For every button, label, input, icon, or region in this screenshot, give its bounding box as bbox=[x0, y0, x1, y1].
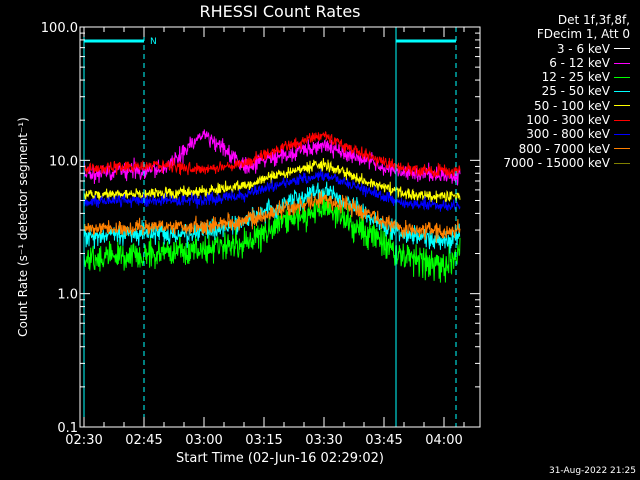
y-tick-label: 0.1 bbox=[57, 421, 78, 436]
legend-header-line-2: FDecim 1, Att 0 bbox=[536, 27, 630, 42]
legend-swatch bbox=[614, 62, 630, 64]
legend-item: 100 - 300 keV bbox=[503, 113, 630, 127]
legend-label: 6 - 12 keV bbox=[549, 55, 610, 70]
legend-label: 25 - 50 keV bbox=[541, 84, 610, 99]
legend: Det 1f,3f,8f, FDecim 1, Att 0 3 - 6 keV 6… bbox=[503, 13, 630, 170]
legend-swatch bbox=[614, 105, 630, 107]
legend-item: 800 - 7000 keV bbox=[503, 142, 630, 156]
attenuator-flag: N bbox=[150, 37, 157, 47]
timestamp: 31-Aug-2022 21:25 bbox=[548, 466, 636, 476]
x-tick-label: 03:45 bbox=[365, 433, 402, 448]
x-tick-label: 03:00 bbox=[185, 433, 222, 448]
axes: 100.0 10.0 1.0 0.102:30 02:45 03:00 03:15 03:30… bbox=[16, 21, 481, 466]
legend-swatch bbox=[614, 134, 630, 136]
legend-swatch bbox=[614, 91, 630, 93]
legend-item: 3 - 6 keV bbox=[503, 42, 630, 56]
x-axis-label: Start Time (02-Jun-16 02:29:02) bbox=[176, 451, 384, 466]
legend-item: 300 - 800 keV bbox=[503, 127, 630, 141]
legend-swatch bbox=[614, 76, 630, 78]
legend-item: 7000 - 15000 keV bbox=[503, 156, 630, 170]
x-tick-label: 03:15 bbox=[245, 433, 282, 448]
x-tick-label: 02:30 bbox=[65, 433, 102, 448]
y-tick-label: 10.0 bbox=[49, 154, 78, 169]
series-25-50kev bbox=[83, 181, 461, 254]
interval-overlay: N bbox=[83, 27, 457, 427]
x-tick-label: 02:45 bbox=[125, 433, 162, 448]
legend-label: 800 - 7000 keV bbox=[518, 141, 610, 156]
legend-swatch bbox=[614, 162, 630, 164]
plot-frame bbox=[79, 26, 481, 428]
chart-title: RHESSI Count Rates bbox=[199, 2, 361, 21]
legend-swatch bbox=[614, 48, 630, 50]
y-tick-label: 1.0 bbox=[57, 288, 78, 303]
series-layer bbox=[83, 129, 461, 291]
legend-label: 3 - 6 keV bbox=[556, 41, 610, 56]
y-axis-label: Count Rate (s⁻¹ detector segment⁻¹) bbox=[16, 117, 30, 337]
legend-label: 100 - 300 keV bbox=[526, 113, 610, 128]
legend-item: 6 - 12 keV bbox=[503, 56, 630, 70]
legend-label: 12 - 25 keV bbox=[541, 70, 610, 85]
legend-item: 12 - 25 keV bbox=[503, 70, 630, 84]
legend-label: 300 - 800 keV bbox=[526, 127, 610, 142]
legend-label: 7000 - 15000 keV bbox=[503, 155, 610, 170]
y-tick-label: 100.0 bbox=[41, 21, 78, 36]
x-tick-label: 03:30 bbox=[305, 433, 342, 448]
legend-swatch bbox=[614, 119, 630, 121]
legend-header-line-1: Det 1f,3f,8f, bbox=[557, 13, 630, 27]
legend-swatch bbox=[614, 148, 630, 150]
series-12-25kev bbox=[83, 191, 461, 283]
series-300-800kev bbox=[83, 168, 461, 212]
x-tick-label: 04:00 bbox=[425, 433, 462, 448]
series-800-7000kev bbox=[83, 190, 461, 244]
legend-item: 50 - 100 keV bbox=[503, 99, 630, 113]
legend-item: 25 - 50 keV bbox=[503, 84, 630, 98]
series-100-300kev bbox=[83, 131, 461, 179]
legend-label: 50 - 100 keV bbox=[533, 98, 610, 113]
